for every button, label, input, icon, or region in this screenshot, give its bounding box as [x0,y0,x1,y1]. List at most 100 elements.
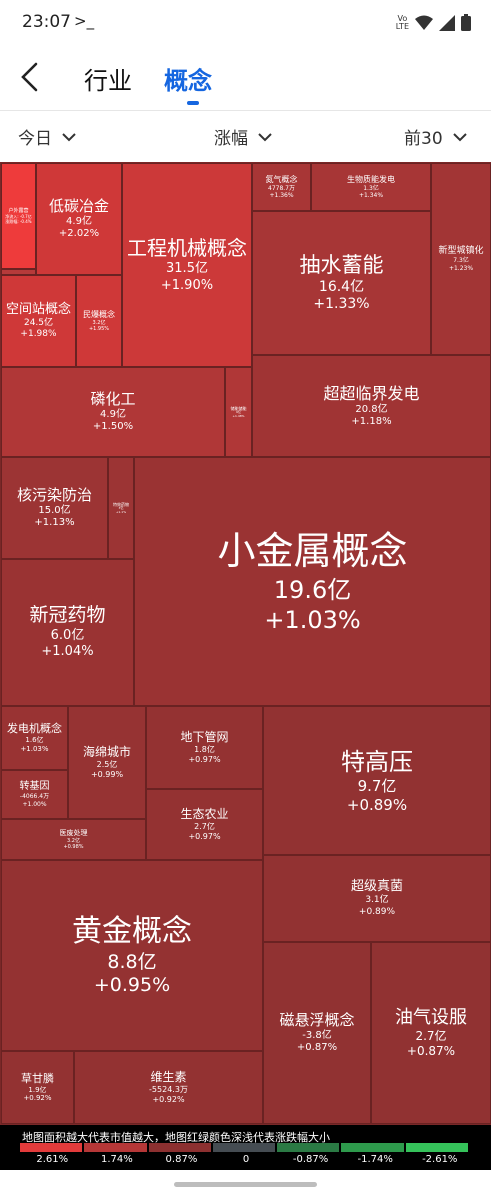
cell-value: 2.5亿 [96,760,118,769]
treemap-cell-xinxing[interactable]: 新型城镇化 7.3亿 +1.23% [431,163,491,355]
cell-name: 转基因 [19,780,50,792]
treemap-cell-minbao[interactable]: 民爆概念 3.2亿 +1.95% [76,275,122,367]
cell-name: 发电机概念 [7,722,62,736]
cell-name: 储能储能 [230,405,247,411]
cell-change: +1.95% [88,326,110,332]
treemap-cell-shengtai[interactable]: 生态农业 2.7亿 +0.97% [146,789,263,860]
cell-name: 生物质能发电 [347,174,395,184]
cell-value: 16.4亿 [318,278,365,295]
header: 行业 概念 [0,48,491,111]
chevron-down-icon [452,132,467,141]
cell-value: 4.9亿 [66,215,92,227]
cell-name: 地下管网 [180,730,229,744]
cell-name: 小金属概念 [217,528,408,573]
legend-label: -1.74% [357,1154,393,1165]
treemap-cell-tegao[interactable]: 特高压 9.7亿 +0.89% [263,706,491,855]
cell-value: -4066.4万 [19,793,50,801]
cell-change: +1.34% [358,192,384,199]
treemap-cell-huwai[interactable]: 户外露营 净流入: -0.7亿 涨跌幅: -0.4% [1,163,36,269]
cell-change: +1.98% [20,329,57,340]
legend-bar [212,1143,276,1152]
cell-change: +0.97% [188,832,221,841]
cell-value: 1.6亿 [25,736,44,745]
cell-value: 3.2亿 [67,837,80,844]
cell-value: 1.8亿 [194,745,215,754]
home-indicator[interactable] [174,1182,317,1187]
cell-change: +1.50% [92,421,134,433]
treemap-cell-haimian[interactable]: 海绵城市 2.5亿 +0.99% [68,706,146,819]
top-filter[interactable]: 前30 [404,124,467,149]
treemap-cell-weishengsu[interactable]: 维生素 -5524.3万 +0.92% [74,1051,263,1124]
cell-change: +0.95% [93,974,171,997]
cell-change: +0.98% [63,843,84,850]
treemap-cell-cixuanfu[interactable]: 磁悬浮概念 -3.8亿 +0.87% [263,942,371,1124]
cell-change: +1.1% [115,509,127,514]
metric-filter[interactable]: 涨幅 [214,124,272,149]
legend-label: 2.61% [36,1154,69,1165]
treemap-cell-ditan[interactable]: 低碳冶金 4.9亿 +2.02% [36,163,122,275]
treemap-cell-chaochao[interactable]: 超超临界发电 20.8亿 +1.18% [252,355,491,457]
treemap-cell-hewu[interactable]: 核污染防治 15.0亿 +1.13% [1,457,108,559]
treemap-cell-linhua[interactable]: 磷化工 4.9亿 +1.50% [1,367,225,457]
tab-industry[interactable]: 行业 [84,67,132,95]
legend-label: 0.87% [165,1154,198,1165]
treemap-cell-chaoji[interactable]: 超级真菌 3.1亿 +0.89% [263,855,491,942]
legend-label: 1.74% [100,1154,133,1165]
treemap-cell-small-a[interactable] [1,269,36,275]
cell-value: 20.8亿 [355,403,388,415]
top-filter-label: 前30 [404,129,443,149]
treemap-cell-zhuangu[interactable]: 转基因 -4066.4万 +1.00% [1,770,68,819]
cell-change: +0.89% [346,795,408,814]
treemap-cell-yiliao[interactable]: 医废处理 3.2亿 +0.98% [1,819,146,860]
cell-value: -3.8亿 [302,1029,332,1041]
cell-value: 9亿 [236,409,241,414]
cell-change: +1.48% [232,413,245,418]
tab-concept[interactable]: 概念 [164,67,212,95]
day-filter[interactable]: 今日 [18,124,76,149]
treemap-cell-huangjin[interactable]: 黄金概念 8.8亿 +0.95% [1,860,263,1051]
cell-change: +0.99% [90,770,124,779]
cell-value: 15.0亿 [38,504,71,516]
treemap-cell-xiaojinshu[interactable]: 小金属概念 19.6亿 +1.03% [134,457,491,706]
treemap-cell-caogan[interactable]: 草甘膦 1.9亿 +0.92% [1,1051,74,1124]
legend-labels: 2.61% 1.74% 0.87% 0 -0.87% -1.74% -2.61% [20,1154,472,1165]
cell-name: 维生素 [150,1070,187,1084]
cell-name: 核污染防治 [16,486,92,505]
cell-name: 超超临界发电 [323,383,420,403]
treemap-cell-shengwu[interactable]: 生物质能发电 1.3亿 +1.34% [311,163,431,211]
treemap-cell-danqi[interactable]: 氮气概念 4778.7万 +1.36% [252,163,311,211]
cell-change: +1.13% [34,517,75,529]
treemap-cell-gongcheng[interactable]: 工程机械概念 31.5亿 +1.90% [122,163,252,367]
treemap-cell-kongjian[interactable]: 空间站概念 24.5亿 +1.98% [1,275,76,367]
cell-name: 工程机械概念 [127,236,247,261]
treemap-cell-youqi[interactable]: 油气设服 2.7亿 +0.87% [371,942,491,1124]
legend-bar [148,1143,211,1152]
back-arrow-icon[interactable] [18,62,44,92]
legend-bar [341,1143,404,1152]
cell-value: 8.8亿 [107,950,157,973]
legend-bar [84,1143,147,1152]
color-legend: 地图面积越大代表市值越大，地图红绿颜色深浅代表涨跌幅大小 2.61% 1.74% 0… [0,1125,491,1170]
status-icons: Vo LTE [396,14,471,31]
legend-label: -0.87% [292,1154,329,1165]
cell-value: 净流入: -0.7亿 [5,214,32,220]
cell-value: 3.1亿 [365,895,389,906]
treemap-cell-chuneng[interactable]: 储能储能 9亿 +1.48% [225,367,252,457]
cell-name: 油气设服 [395,1006,467,1028]
cell-name: 磁悬浮概念 [279,1011,355,1030]
cell-value: 9.7亿 [357,776,397,795]
treemap-cell-xinguan[interactable]: 新冠药物 6.0亿 +1.04% [1,559,134,706]
legend-label: 0 [242,1154,250,1165]
cell-change: +1.03% [264,606,361,635]
volte-label-top: Vo [397,13,408,23]
cell-name: 黄金概念 [72,914,192,949]
cell-change: +0.92% [152,1095,185,1104]
cell-change: +1.03% [20,744,49,753]
treemap-cell-texiao[interactable]: 特效药物 3亿 +1.1% [108,457,134,559]
cell-value: 2.7亿 [194,822,215,831]
treemap-cell-fadianji[interactable]: 发电机概念 1.6亿 +1.03% [1,706,68,770]
treemap-cell-choushui[interactable]: 抽水蓄能 16.4亿 +1.33% [252,211,431,355]
treemap-cell-dixia[interactable]: 地下管网 1.8亿 +0.97% [146,706,263,789]
cell-value: 3亿 [118,505,124,510]
cell-value: 4778.7万 [268,184,295,192]
